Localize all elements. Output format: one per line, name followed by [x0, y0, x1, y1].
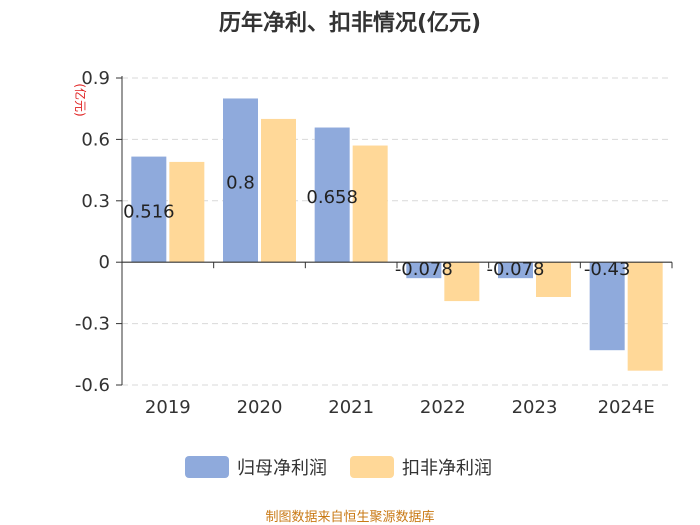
bars	[131, 98, 663, 371]
x-tick-labels: 2019 2020 2021 2022 2023 2024E	[145, 397, 655, 418]
y-tick-label: 0.3	[81, 191, 110, 212]
y-tick-label: 0	[99, 252, 110, 273]
data-label-series1-2022: -0.078	[395, 259, 453, 280]
axes	[116, 76, 673, 386]
x-tick-label: 2020	[237, 397, 283, 418]
legend-label-series1: 归母净利润	[237, 458, 327, 479]
y-axis-label: (亿元)	[73, 83, 88, 116]
y-tick-label: 0.9	[81, 68, 110, 89]
gridlines	[122, 77, 672, 386]
bar-series2-2021	[352, 145, 388, 263]
legend-swatch-series1	[185, 456, 229, 478]
x-tick-label: 2022	[420, 397, 466, 418]
x-tick-label: 2019	[145, 397, 191, 418]
legend: 归母净利润 扣非净利润	[185, 456, 492, 479]
bar-series2-2023	[536, 262, 571, 297]
bar-series2-2020	[261, 118, 296, 263]
bar-series1-2023	[498, 262, 533, 279]
y-tick-label: -0.6	[75, 375, 110, 396]
source-note: 制图数据来自恒生聚源数据库	[265, 509, 434, 525]
bar-series1-2019	[131, 156, 167, 263]
x-tick-label: 2023	[512, 397, 558, 418]
data-label-series1-2023: -0.078	[486, 259, 544, 280]
bar-series1-2020	[223, 98, 258, 263]
data-label-series1-2019: 0.516	[123, 201, 175, 222]
chart-title: 历年净利、扣非情况(亿元)	[219, 10, 481, 36]
data-label-series1-2021: 0.658	[306, 187, 358, 208]
y-tick-label: 0.6	[81, 129, 110, 150]
bar-series1-2022	[406, 262, 442, 279]
legend-label-series2: 扣非净利润	[402, 458, 492, 479]
bar-series2-2022	[444, 262, 480, 302]
y-tick-label: -0.3	[75, 314, 110, 335]
x-tick-label: 2024E	[598, 397, 655, 418]
bar-series2-2024E	[627, 262, 663, 371]
data-label-series1-2020: 0.8	[226, 172, 255, 193]
bar-series1-2021	[314, 127, 350, 263]
x-tick-label: 2021	[328, 397, 374, 418]
bar-series2-2019	[169, 161, 205, 263]
y-tick-labels: 0.9 0.6 0.3 0 -0.3 -0.6	[75, 68, 110, 396]
data-labels: 0.516 0.8 0.658 -0.078 -0.078 -0.43	[123, 172, 630, 280]
data-label-series1-2024E: -0.43	[584, 259, 631, 280]
bar-series1-2024E	[589, 262, 625, 351]
legend-swatch-series2	[350, 456, 394, 478]
